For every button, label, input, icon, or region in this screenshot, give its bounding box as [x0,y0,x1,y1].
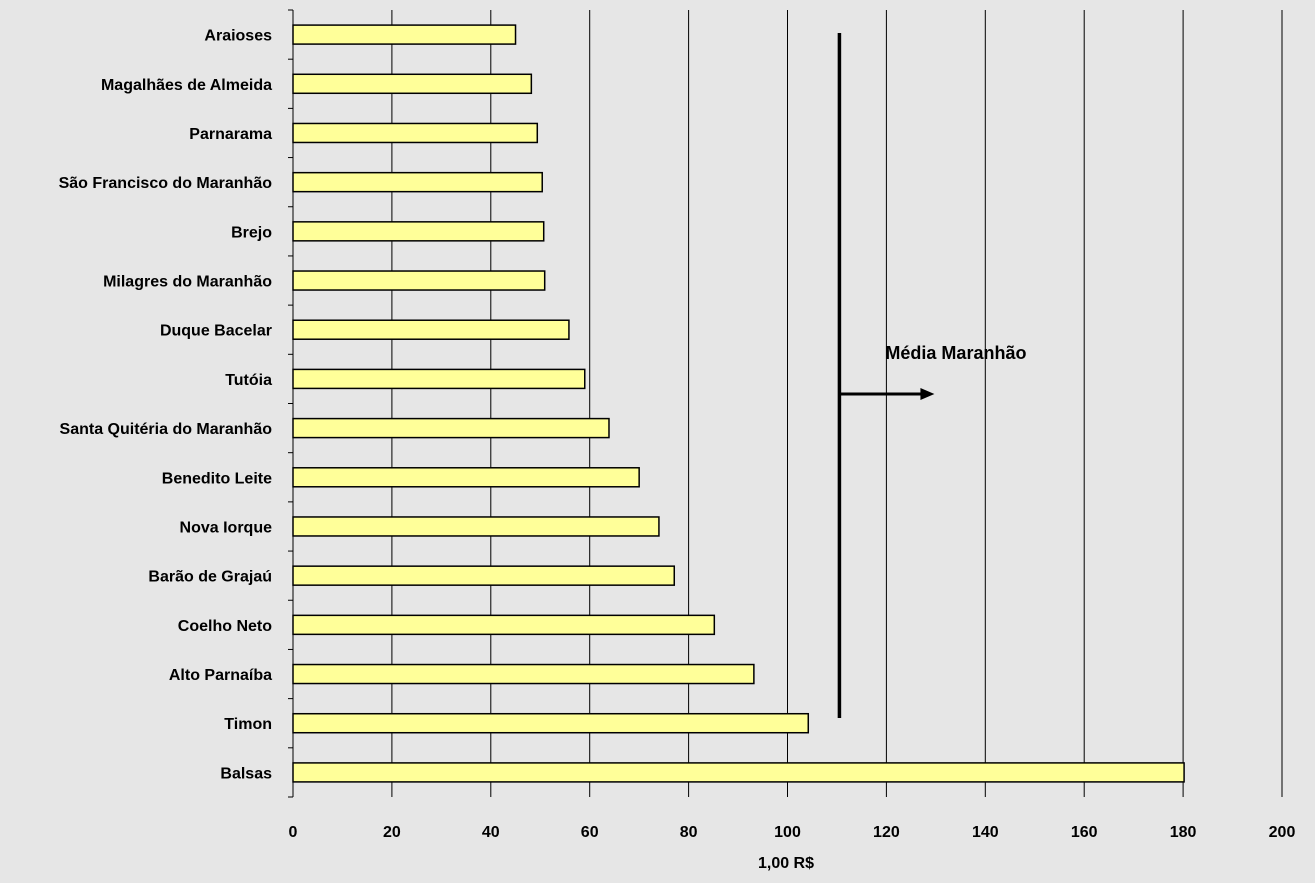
category-label: Duque Bacelar [160,323,272,340]
x-tick-label: 100 [774,824,801,841]
bar [292,319,570,340]
bar [292,663,755,685]
category-label: São Francisco do Maranhão [59,175,273,192]
category-label: Barão de Grajaú [148,569,272,586]
category-label: Nova Iorque [180,519,273,536]
axes [288,9,294,798]
bar [292,122,539,144]
x-tick-label: 40 [482,824,500,841]
x-tick-label: 60 [581,824,599,841]
category-label: Benedito Leite [162,470,272,487]
bars [292,24,1185,783]
category-label: Araioses [204,28,272,45]
category-label: Timon [224,716,272,733]
x-tick-label: 160 [1071,824,1098,841]
category-labels: Araioses Magalhães de Almeida Parnarama São… [59,28,273,783]
x-tick-label: 120 [873,824,900,841]
category-label: Alto Parnaíba [169,667,272,684]
bar [292,73,533,95]
bar [292,565,676,586]
bar [292,368,586,390]
category-label: Santa Quitéria do Maranhão [60,421,273,438]
bar [292,24,517,45]
x-tick-label: 140 [972,824,999,841]
bar [292,171,543,193]
bar [292,270,546,291]
x-tick-labels: 0 20 40 60 80 100 120 140 160 180 200 [289,824,1296,841]
average-arrow-head [920,388,935,400]
average-annotation: Média Maranhão [837,33,1026,718]
category-label: Coelho Neto [178,618,272,635]
bar [292,417,610,439]
x-axis-title: 1,00 R$ [758,855,814,872]
x-tick-label: 180 [1170,824,1197,841]
bar [292,712,810,734]
category-label: Milagres do Maranhão [103,274,272,291]
category-label: Balsas [220,765,272,782]
category-label: Brejo [231,224,272,241]
x-tick-label: 0 [289,824,298,841]
category-label: Magalhães de Almeida [101,77,272,94]
bar [292,516,660,537]
category-label: Parnarama [189,126,272,143]
bar [292,221,545,242]
x-tick-label: 80 [680,824,698,841]
x-tick-label: 200 [1269,824,1296,841]
average-label: Média Maranhão [885,343,1026,363]
x-tick-label: 20 [383,824,401,841]
bar [292,467,640,488]
category-label: Tutóia [225,372,272,389]
bar [292,614,716,636]
bar [292,762,1185,783]
